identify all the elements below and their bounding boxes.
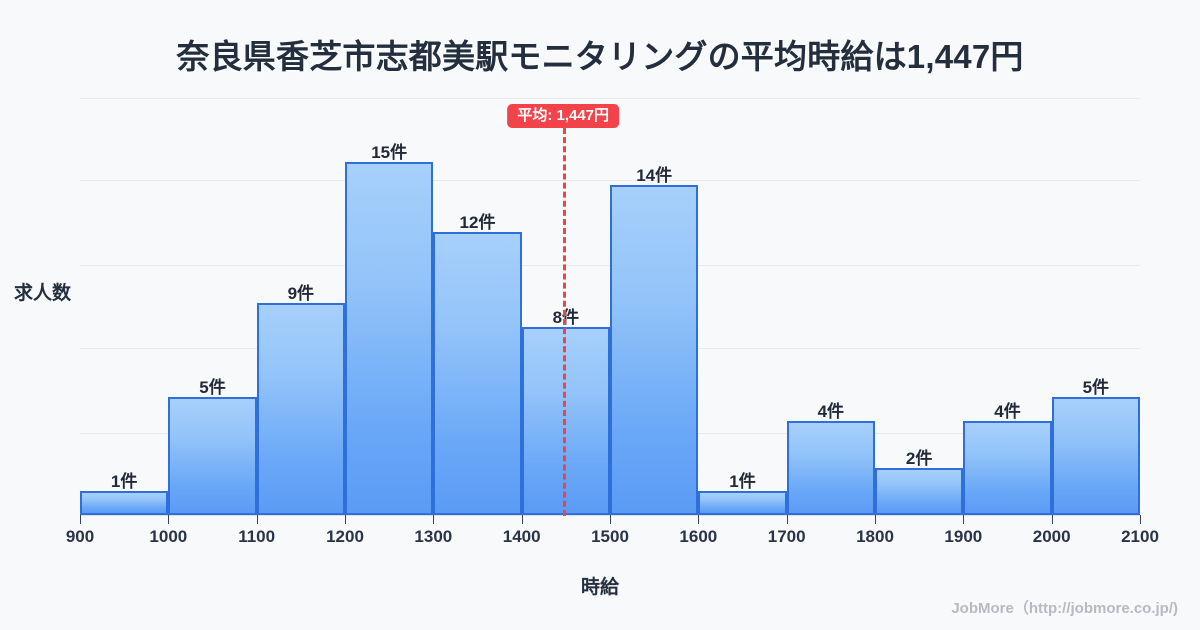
bar-value-label: 2件: [905, 448, 933, 468]
x-axis-tick-label: 1400: [502, 527, 541, 546]
gridline: [80, 98, 1140, 99]
footer-credit: JobMore（http://jobmore.co.jp/): [951, 600, 1178, 617]
x-axis-tick-label: 1100: [238, 527, 276, 546]
bar-value-label: 14件: [636, 166, 673, 186]
histogram-bar: [875, 467, 964, 515]
gridline: [80, 180, 1140, 182]
bar-value-label: 4件: [994, 401, 1021, 421]
bar-value-label: 4件: [817, 401, 845, 421]
histogram-bar: [168, 397, 257, 515]
bar-value-label: 5件: [1082, 378, 1110, 398]
bar-value-label: 15件: [371, 142, 408, 162]
histogram-bar: [698, 491, 787, 515]
average-line: [563, 128, 567, 516]
x-axis-title: 時給: [580, 577, 619, 598]
x-axis-tick-label: 1200: [326, 527, 364, 546]
x-axis-tick: [698, 515, 700, 524]
x-axis-tick: [168, 515, 170, 524]
histogram-bar: [1051, 397, 1140, 515]
x-axis-tick: [256, 515, 258, 524]
x-axis-tick-label: 1500: [591, 527, 629, 546]
x-axis-tick: [786, 515, 788, 524]
x-axis-tick: [521, 515, 523, 524]
histogram-bar: [610, 185, 699, 515]
page-title: 奈良県香芝市志都美駅モニタリングの平均時給は1,447円: [176, 38, 1024, 75]
histogram-bar: [256, 302, 345, 515]
x-axis-tick-label: 1300: [414, 527, 453, 546]
y-axis-title: 求人数: [14, 283, 72, 304]
bar-value-label: 9件: [287, 283, 315, 303]
x-axis-tick-label: 1800: [856, 527, 894, 546]
bar-value-label: 1件: [110, 472, 138, 492]
x-axis-tick-label: 2000: [1032, 527, 1071, 546]
bar-value-label: 5件: [199, 378, 226, 398]
histogram-bar: [433, 232, 522, 515]
x-axis-tick-label: 1700: [767, 527, 806, 546]
x-axis-tick: [80, 515, 81, 524]
x-axis-tick: [875, 515, 876, 524]
histogram-bar: [345, 161, 434, 515]
x-axis-tick: [1051, 515, 1053, 524]
x-axis-tick: [610, 515, 611, 524]
x-axis-tick: [963, 515, 965, 524]
bar-value-label: 1件: [729, 472, 756, 492]
average-badge: 平均: 1,447円: [507, 104, 620, 128]
bar-value-label: 12件: [459, 213, 496, 233]
x-axis-tick: [433, 515, 435, 524]
x-axis-tick: [345, 515, 346, 524]
x-axis-tick-label: 1000: [149, 527, 188, 546]
bars-layer: 1件 5件 9件 15件 12件 8件 14件 1件 4件 2件 4件 5件: [80, 98, 1140, 515]
x-axis-tick-label: 2100: [1121, 527, 1159, 546]
x-axis-tick-label: 1900: [944, 527, 983, 546]
histogram-bar: [963, 420, 1052, 515]
x-axis-tick: [1140, 515, 1141, 524]
histogram-bar: [786, 420, 875, 515]
x-axis-tick-label: 1600: [679, 527, 718, 546]
x-axis-tick-label: 900: [65, 527, 95, 546]
histogram-bar: [80, 491, 169, 515]
